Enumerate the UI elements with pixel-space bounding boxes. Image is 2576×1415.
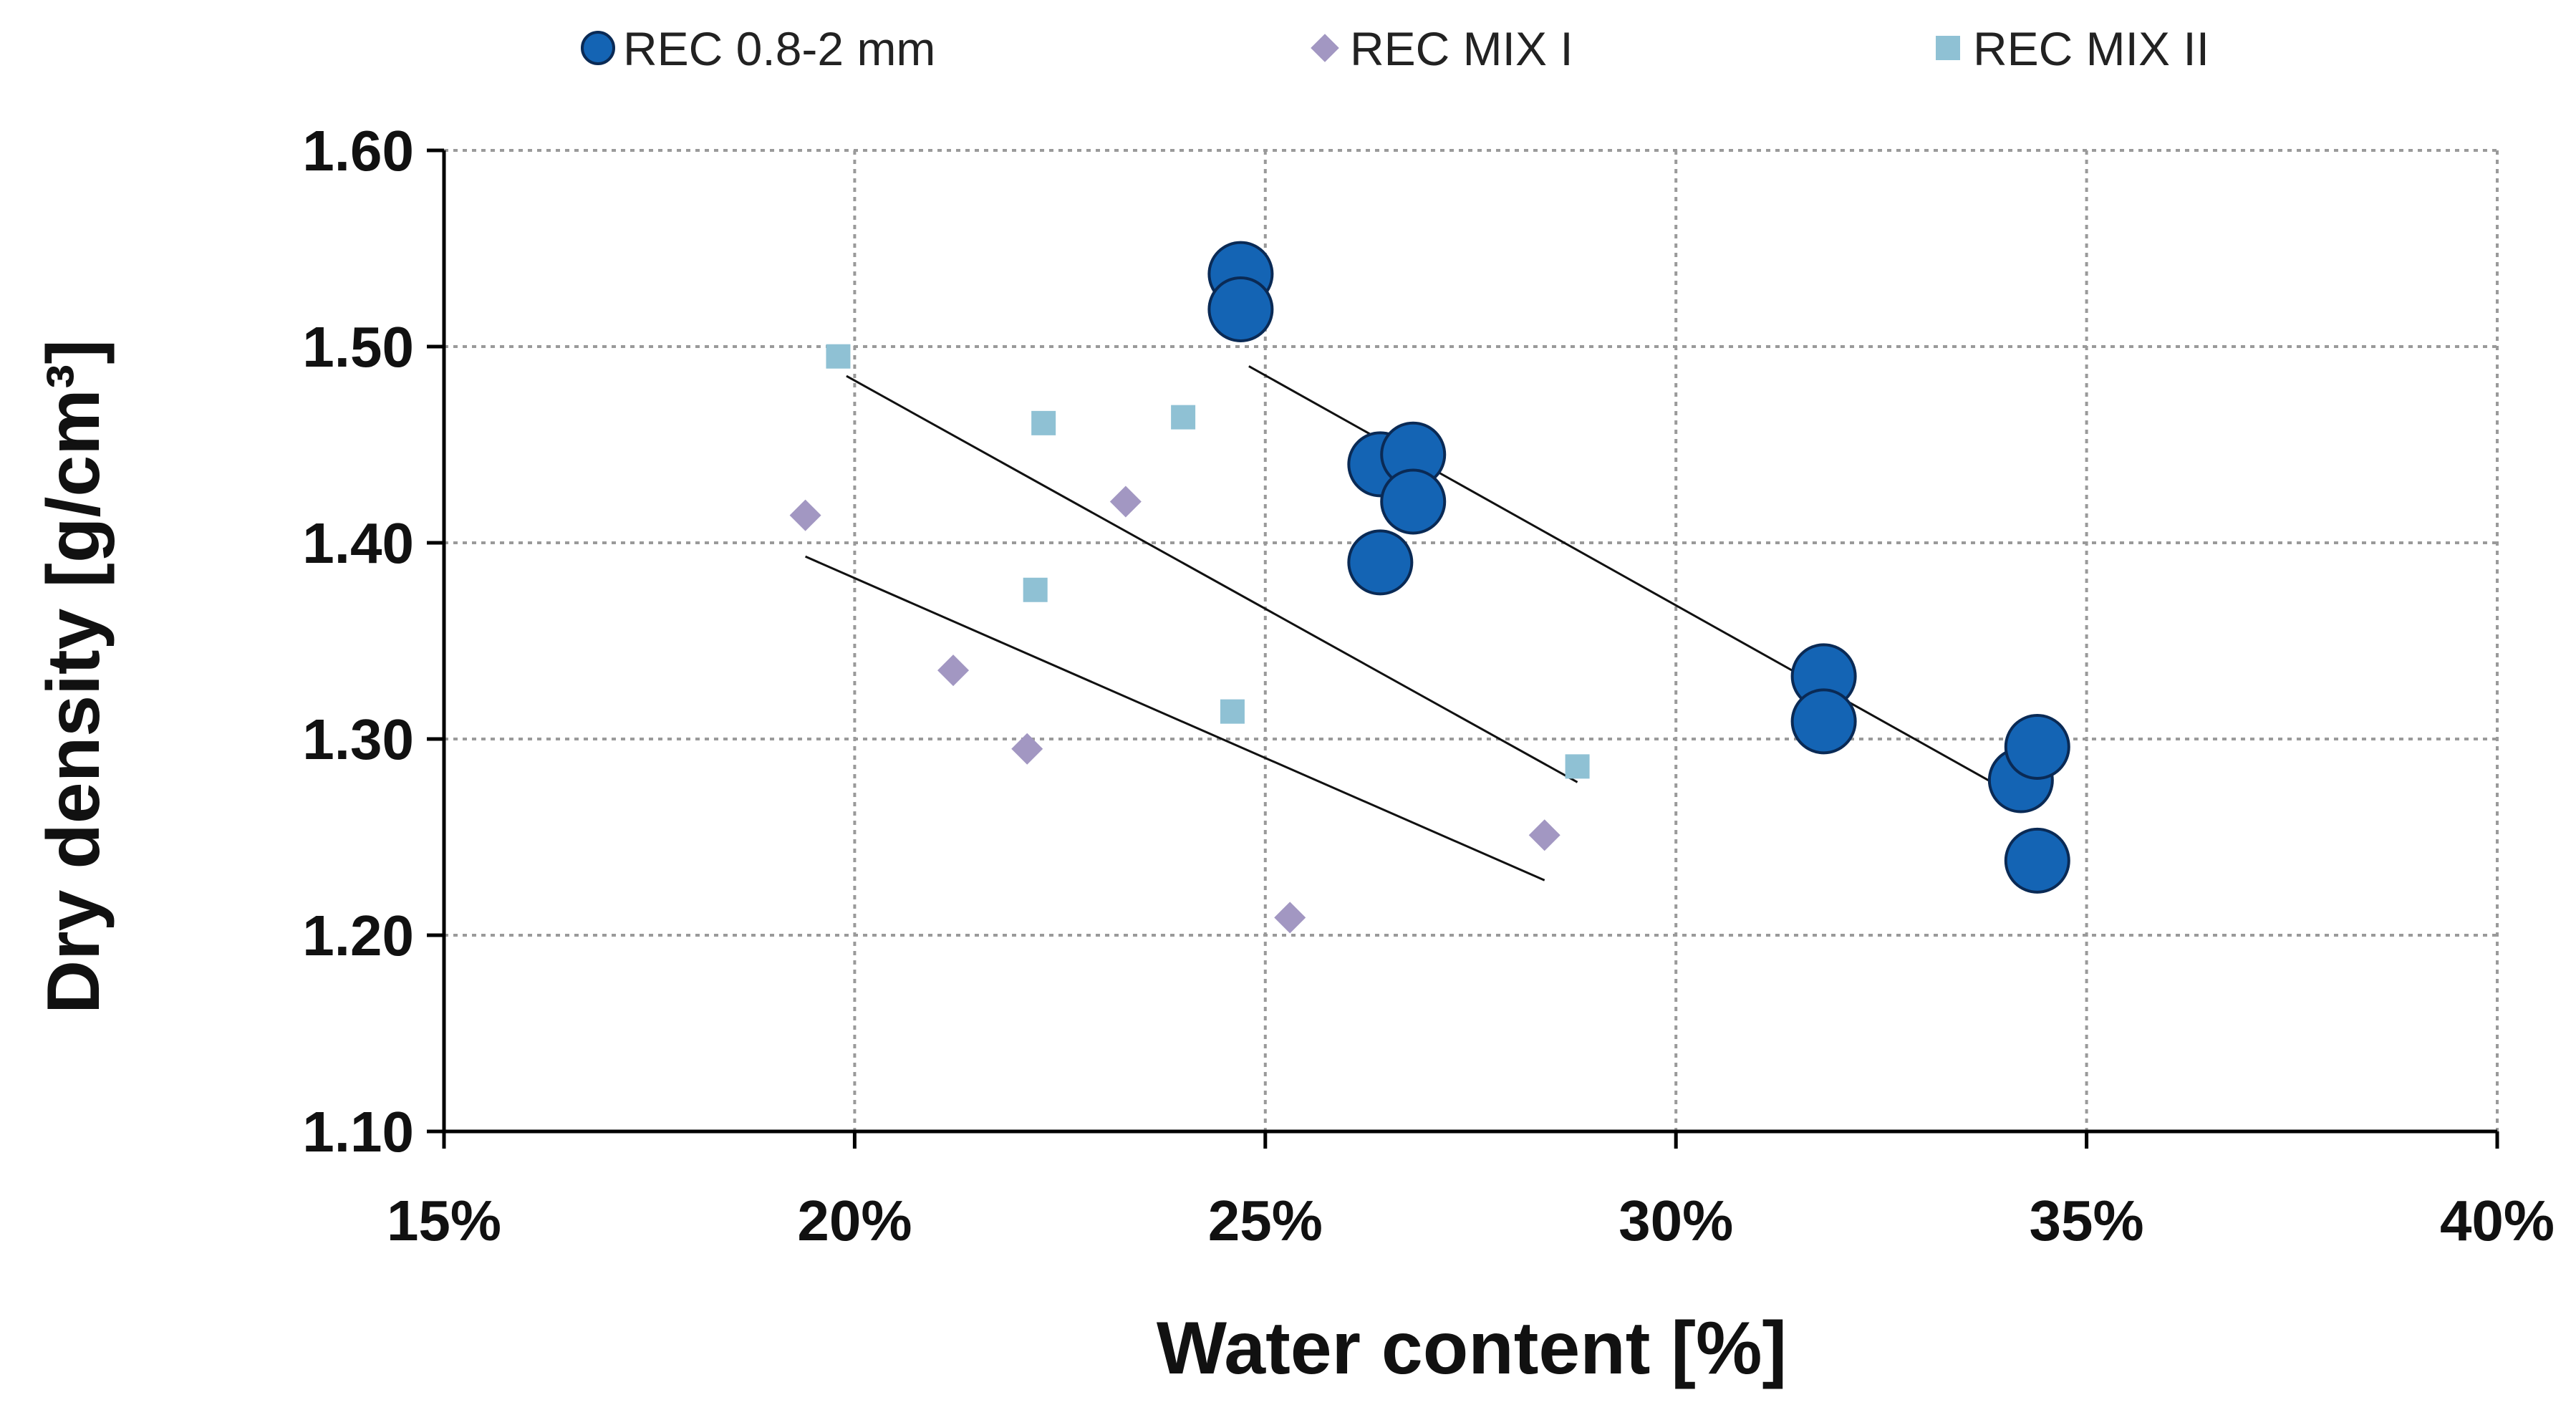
- legend-label-rec-mix-i: REC MIX I: [1350, 22, 1573, 75]
- data-point-rec-mix-ii: [1220, 699, 1245, 724]
- data-point-rec-0-8-2-mm: [1347, 529, 1414, 596]
- x-tick-label: 25%: [1208, 1189, 1323, 1252]
- x-tick-label: 20%: [797, 1189, 912, 1252]
- data-point-rec-0-8-2-mm: [2004, 713, 2070, 780]
- tick-labels: 15% 20% 25% 30% 35% 40% 1.10 1.20 1.30 1.40 1.50 1.…: [302, 119, 2555, 1252]
- legend: REC 0.8-2 mm REC MIX I REC MIX II: [581, 22, 2209, 75]
- data-point-rec-mix-ii: [1031, 410, 1056, 435]
- data-point-rec-0-8-2-mm: [1207, 276, 1274, 342]
- trendline-rec-mix-i: [804, 555, 1545, 882]
- legend-label-rec-0-8-2-mm: REC 0.8-2 mm: [623, 22, 935, 75]
- x-tick-label: 40%: [2440, 1189, 2555, 1252]
- data-point-rec-mix-ii: [1565, 754, 1590, 779]
- legend-marker-rec-mix-ii: [1936, 36, 1960, 60]
- data-point-rec-mix-ii: [1023, 577, 1048, 602]
- y-tick-label: 1.40: [302, 511, 414, 575]
- y-tick-label: 1.30: [302, 708, 414, 771]
- legend-marker-rec-mix-i: [1311, 34, 1339, 62]
- data-point-rec-mix-i: [1274, 902, 1306, 934]
- y-tick-label: 1.50: [302, 315, 414, 379]
- data-point-rec-mix-i: [937, 655, 970, 687]
- data-point-rec-mix-i: [1011, 733, 1043, 765]
- y-axis-title: Dry density [g/cm³]: [32, 339, 115, 1014]
- legend-marker-rec-0-8-2-mm: [581, 31, 615, 65]
- x-tick-label: 30%: [1619, 1189, 1733, 1252]
- axes: [427, 148, 2499, 1149]
- data-point-rec-mix-ii: [1171, 405, 1196, 430]
- data-point-rec-mix-i: [1528, 819, 1560, 851]
- legend-label-rec-mix-ii: REC MIX II: [1973, 22, 2209, 75]
- data-point-rec-mix-ii: [826, 344, 851, 369]
- data-point-rec-0-8-2-mm: [1380, 468, 1447, 535]
- data-point-rec-0-8-2-mm: [2004, 827, 2070, 894]
- data-points: [789, 241, 2070, 934]
- x-tick-label: 35%: [2030, 1189, 2144, 1252]
- trendline-rec-mix-ii: [846, 375, 1578, 783]
- y-tick-label: 1.20: [302, 904, 414, 967]
- data-point-rec-mix-i: [1109, 486, 1142, 518]
- x-tick-label: 15%: [387, 1189, 501, 1252]
- data-point-rec-0-8-2-mm: [1790, 688, 1857, 755]
- data-point-rec-mix-i: [789, 499, 821, 531]
- x-axis-title: Water content [%]: [1157, 1307, 1787, 1390]
- y-tick-label: 1.60: [302, 119, 414, 183]
- y-tick-label: 1.10: [302, 1100, 414, 1164]
- grid-lines: [444, 149, 2499, 1131]
